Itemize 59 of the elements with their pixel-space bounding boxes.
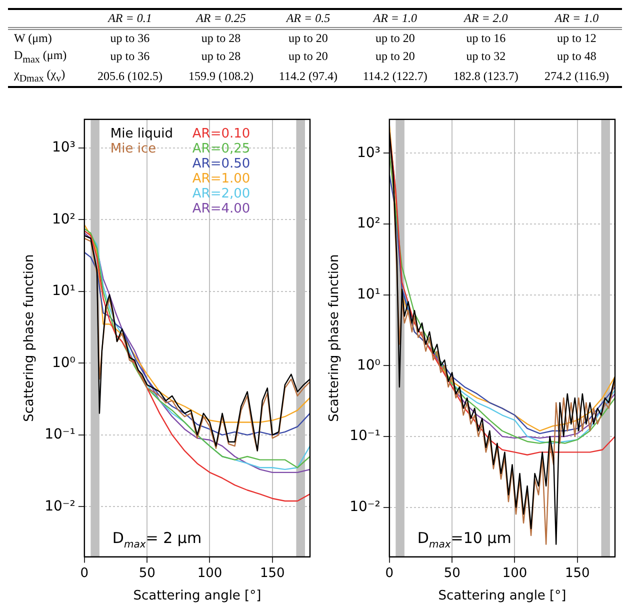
text: 159.9 (108.2)	[188, 68, 254, 83]
text: up to 12	[557, 31, 596, 45]
text: AR=1.00	[192, 171, 250, 186]
category-label: χ$_{Dmax}$ (χ$_{v}$)	[14, 67, 66, 85]
x-axis-title: Scattering angle [°]	[438, 588, 566, 604]
y-tick-label: 10¹	[356, 286, 380, 302]
text: 114.2 (122.7)	[362, 68, 428, 83]
text: 205.6 (102.5)	[97, 68, 162, 83]
category-label: AR = 2.0	[462, 10, 509, 27]
text: 114.2 (97.4)	[278, 68, 338, 83]
y-tick-label: 10⁰	[356, 357, 381, 374]
x-tick-label: 150	[564, 566, 590, 581]
text: up to 16	[466, 31, 506, 45]
x-tick-label: 50	[138, 566, 156, 581]
text: Mie liquid	[110, 126, 173, 142]
text: up to 20	[288, 49, 328, 64]
text: AR=0.50	[192, 156, 250, 172]
x-tick-label: 150	[260, 566, 285, 581]
x-tick-label: 0	[80, 566, 89, 581]
text: up to 28	[201, 49, 241, 64]
text: 182.8 (123.7)	[453, 68, 518, 83]
category-label: AR = 1.0	[553, 10, 600, 27]
y-tick-label: 10²	[356, 216, 380, 232]
category-label: AR = 0.1	[106, 10, 153, 27]
text: 274.2 (116.9)	[544, 68, 609, 83]
text: up to 48	[557, 49, 596, 64]
text: Mie ice	[110, 141, 156, 156]
category-label: AR = 0.5	[284, 10, 332, 27]
x-axis-title: Scattering angle [°]	[133, 588, 262, 604]
y-tick-label: 10¹	[52, 283, 76, 300]
text: AR=0.10	[192, 126, 250, 142]
text: up to 36	[110, 49, 150, 64]
y-tick-label: 10⁻²	[44, 498, 76, 514]
y-tick-label: 10⁻¹	[44, 426, 76, 443]
text: AR=2,00	[192, 186, 250, 202]
text: up to 32	[466, 49, 506, 64]
x-tick-label: 0	[385, 566, 394, 581]
y-tick-label: 10²	[52, 211, 76, 228]
text: up to 20	[288, 31, 328, 45]
text: up to 36	[110, 31, 150, 45]
y-tick-label: 10³	[356, 144, 380, 161]
y-tick-label: 10⁻¹	[350, 428, 380, 444]
y-tick-label: 10⁻²	[350, 498, 380, 515]
x-tick-label: 50	[444, 566, 460, 581]
category-label: AR = 0.25	[194, 10, 247, 27]
text: up to 20	[375, 31, 415, 45]
text: up to 28	[201, 31, 241, 45]
text: AR=4.00	[192, 201, 250, 216]
x-tick-label: 100	[502, 566, 528, 581]
x-tick-label: 100	[197, 566, 222, 581]
y-tick-label: 10⁰	[52, 354, 76, 371]
category-label: W (μm)	[14, 31, 52, 45]
y-axis-title: Scattering phase function	[327, 254, 342, 422]
y-tick-label: 10³	[52, 140, 76, 156]
text: AR=0,25	[192, 141, 250, 156]
y-axis-title: Scattering phase function	[22, 254, 38, 422]
text: up to 20	[375, 49, 415, 64]
category-label: D$_{max}$ (μm)	[14, 48, 67, 66]
category-label: AR = 1.0	[372, 10, 418, 27]
